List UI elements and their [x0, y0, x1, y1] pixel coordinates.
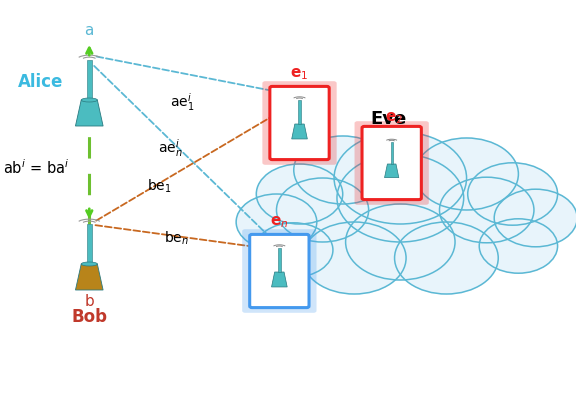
Polygon shape	[298, 100, 301, 124]
Text: e$_n$: e$_n$	[270, 214, 289, 230]
Circle shape	[255, 223, 333, 277]
Circle shape	[415, 138, 518, 210]
Polygon shape	[278, 248, 281, 272]
Text: a: a	[85, 23, 94, 38]
Circle shape	[479, 219, 558, 273]
Circle shape	[236, 194, 317, 250]
Circle shape	[302, 222, 406, 294]
Text: be$_1$: be$_1$	[147, 177, 172, 195]
Text: ae$_1^i$: ae$_1^i$	[170, 91, 194, 113]
Text: e$_2$: e$_2$	[385, 110, 404, 126]
Circle shape	[276, 178, 369, 242]
FancyBboxPatch shape	[362, 126, 422, 200]
Circle shape	[346, 204, 455, 280]
Text: Eve: Eve	[371, 110, 407, 128]
Text: ab$^i$ = ba$^i$: ab$^i$ = ba$^i$	[3, 159, 69, 177]
Text: be$_n$: be$_n$	[164, 229, 189, 247]
Circle shape	[256, 164, 343, 224]
Polygon shape	[75, 264, 103, 290]
Text: Alice: Alice	[18, 73, 63, 91]
Text: ae$_n^i$: ae$_n^i$	[158, 137, 183, 159]
Text: e$_1$: e$_1$	[290, 66, 309, 82]
FancyBboxPatch shape	[250, 234, 309, 308]
Ellipse shape	[81, 262, 97, 266]
Text: b: b	[85, 294, 94, 309]
Polygon shape	[75, 100, 103, 126]
Polygon shape	[87, 60, 92, 100]
Circle shape	[395, 222, 498, 294]
Polygon shape	[391, 142, 393, 164]
Ellipse shape	[81, 98, 97, 102]
Circle shape	[439, 177, 534, 243]
Polygon shape	[271, 272, 287, 287]
FancyBboxPatch shape	[262, 81, 336, 165]
Circle shape	[294, 136, 392, 204]
FancyBboxPatch shape	[242, 229, 317, 313]
Circle shape	[494, 189, 576, 247]
Circle shape	[334, 132, 467, 224]
Polygon shape	[87, 224, 92, 264]
Text: Bob: Bob	[71, 308, 107, 326]
Circle shape	[337, 154, 464, 242]
Circle shape	[468, 163, 558, 225]
Polygon shape	[291, 124, 308, 139]
FancyBboxPatch shape	[270, 86, 329, 160]
Polygon shape	[385, 164, 399, 178]
FancyBboxPatch shape	[355, 121, 429, 205]
